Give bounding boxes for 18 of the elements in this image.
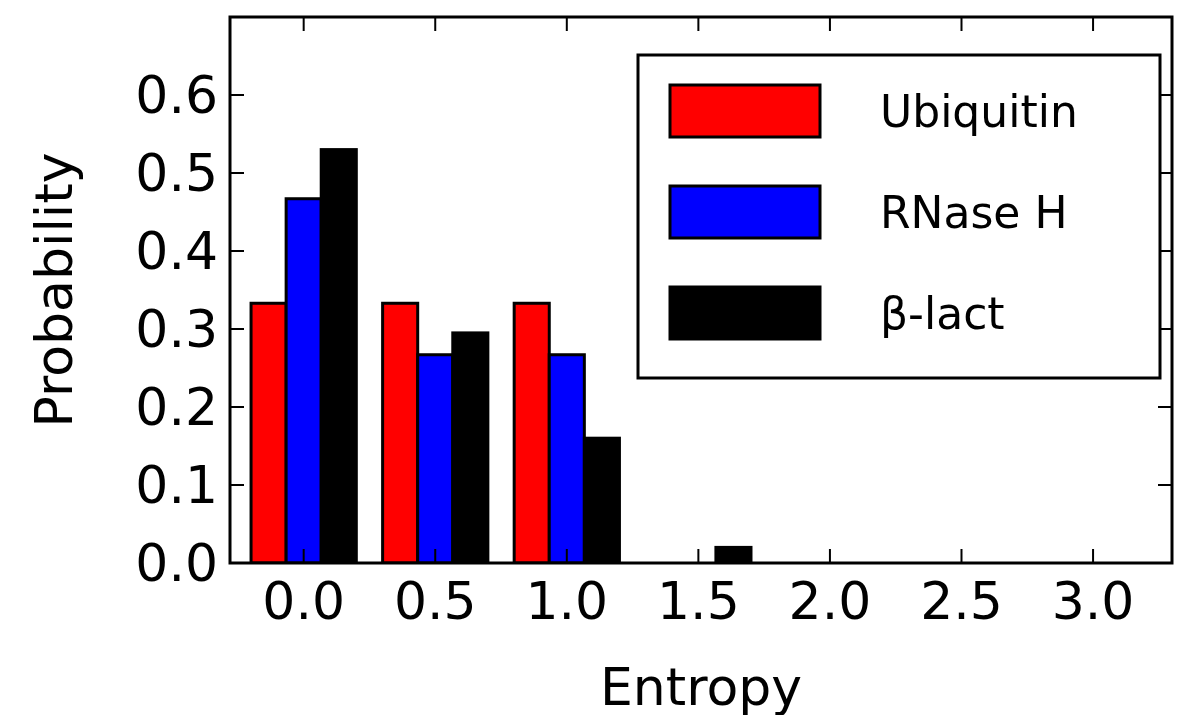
x-tick-label: 1.5 (657, 571, 740, 632)
x-tick-label: 2.5 (920, 571, 1003, 632)
y-tick-label: 0.6 (135, 65, 218, 125)
y-tick-label: 0.1 (135, 455, 218, 515)
y-axis-title: Probability (24, 152, 84, 428)
legend-label: RNase H (880, 186, 1068, 238)
x-tick-label: 0.0 (262, 571, 346, 632)
y-tick-label: 0.2 (135, 377, 218, 437)
x-tick-label: 0.5 (393, 571, 477, 632)
y-tick-label: 0.5 (135, 143, 218, 203)
y-tick-label: 0.0 (135, 533, 218, 593)
y-tick-label: 0.4 (135, 221, 218, 281)
x-tick-label: 3.0 (1051, 571, 1135, 632)
legend-label: Ubiquitin (880, 85, 1078, 137)
x-tick-label: 2.0 (788, 571, 872, 632)
legend-label: β-lact (880, 287, 1005, 339)
y-tick-label: 0.3 (135, 299, 218, 359)
x-tick-label: 1.0 (525, 571, 609, 632)
